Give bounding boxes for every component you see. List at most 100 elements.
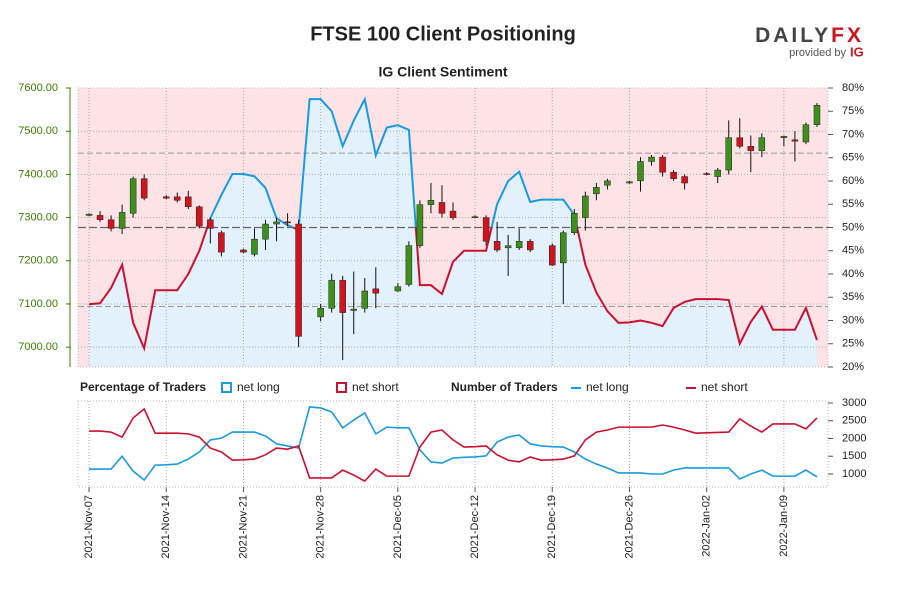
- x-tick-label: 2021-Nov-21: [237, 495, 249, 559]
- y-tick-label: 1000: [842, 468, 866, 480]
- candle-body: [174, 196, 181, 201]
- candle-body: [405, 245, 413, 285]
- candle-body: [802, 124, 810, 143]
- candle-body: [736, 137, 744, 147]
- y-tick-label: 7600.00: [18, 82, 58, 94]
- candle-body: [560, 232, 567, 264]
- y2-tick-label: 35%: [842, 291, 864, 303]
- legend-label: net short: [352, 380, 399, 394]
- candle-body: [747, 146, 755, 151]
- provided-by: provided by: [789, 47, 846, 59]
- chart-subtitle: IG Client Sentiment: [378, 64, 507, 80]
- lower-frame: [77, 400, 829, 488]
- candle-body: [328, 279, 335, 309]
- candle-body: [582, 195, 589, 218]
- legend-title: Number of Traders: [451, 380, 558, 394]
- candle-body: [626, 181, 633, 184]
- legend-swatch: [221, 382, 232, 393]
- candle-body: [780, 136, 788, 138]
- candle-body: [438, 202, 446, 214]
- y2-tick-label: 25%: [842, 338, 864, 350]
- candle-body: [703, 173, 710, 175]
- candle-body: [449, 210, 457, 218]
- candle-body: [273, 221, 280, 225]
- y-tick-label: 7200.00: [18, 255, 58, 267]
- chart-title: FTSE 100 Client Positioning: [310, 23, 576, 45]
- legend-label: net long: [586, 380, 629, 394]
- candle-body: [394, 286, 402, 292]
- candle-body: [637, 161, 644, 182]
- candle-body: [648, 156, 655, 162]
- candle-body: [427, 200, 435, 205]
- candle-body: [85, 213, 93, 216]
- candle-body: [185, 196, 192, 208]
- candle-body: [295, 223, 302, 337]
- candle-body: [251, 238, 258, 255]
- candle-body: [372, 288, 380, 294]
- candle-body: [714, 169, 721, 177]
- x-tick-label: 2022-Jan-09: [778, 495, 790, 557]
- candle-body: [162, 196, 170, 199]
- x-tick-label: 2021-Dec-05: [392, 495, 404, 559]
- x-tick-label: 2021-Dec-19: [546, 495, 558, 559]
- legend-label: net short: [701, 380, 748, 394]
- candle-body: [240, 249, 247, 253]
- candle-body: [593, 187, 600, 195]
- y2-tick-label: 55%: [842, 198, 864, 210]
- x-tick-label: 2021-Dec-12: [469, 495, 481, 559]
- y-tick-label: 7000.00: [18, 341, 58, 353]
- candle-body: [416, 204, 424, 246]
- x-tick-label: 2021-Nov-14: [160, 495, 172, 559]
- x-tick-label: 2021-Nov-07: [83, 495, 95, 559]
- candle-body: [361, 290, 369, 309]
- candle-body: [262, 223, 269, 240]
- candle-body: [129, 178, 137, 214]
- y2-tick-label: 80%: [842, 82, 864, 94]
- candle-body: [482, 217, 490, 242]
- candle-body: [493, 241, 501, 251]
- candle-body: [725, 137, 732, 171]
- y-tick-label: 7300.00: [18, 211, 58, 223]
- y-tick-label: 2000: [842, 432, 866, 444]
- candle-body: [196, 206, 203, 227]
- y2-tick-label: 30%: [842, 314, 864, 326]
- legend-title: Percentage of Traders: [80, 380, 206, 394]
- legend-swatch: [336, 382, 347, 393]
- candle-body: [118, 212, 126, 229]
- candle-body: [107, 219, 115, 229]
- candle-body: [604, 180, 611, 186]
- y-tick-label: 7500.00: [18, 125, 58, 137]
- legend-label: net long: [237, 380, 280, 394]
- candle-body: [813, 105, 821, 125]
- x-tick-label: 2021-Nov-28: [315, 495, 327, 559]
- logo-left: DAILY: [755, 24, 831, 47]
- y2-tick-label: 50%: [842, 221, 864, 233]
- candle-body: [284, 221, 291, 224]
- candle-body: [571, 212, 578, 233]
- candle-body: [96, 215, 104, 220]
- trader-line: [89, 407, 818, 483]
- y2-tick-label: 70%: [842, 128, 864, 140]
- logo: DAILYFX: [755, 24, 864, 47]
- candle-body: [670, 171, 677, 179]
- candle-body: [339, 279, 346, 313]
- logo-right: FX: [831, 24, 864, 47]
- candle-body: [791, 139, 799, 142]
- y2-tick-label: 20%: [842, 361, 864, 373]
- y2-tick-label: 65%: [842, 152, 864, 164]
- candle-body: [526, 241, 534, 251]
- sentiment-line-short: [88, 227, 818, 352]
- trader-line: [89, 406, 818, 482]
- net-long-area: [89, 99, 817, 367]
- y2-tick-label: 40%: [842, 268, 864, 280]
- y2-tick-label: 45%: [842, 245, 864, 257]
- y-tick-label: 3000: [842, 397, 866, 409]
- ig-logo: IG: [850, 44, 864, 59]
- candle-body: [350, 308, 357, 311]
- x-tick-label: 2021-Dec-26: [623, 495, 635, 559]
- plot-frame: [77, 87, 829, 368]
- y-tick-label: 2500: [842, 415, 866, 427]
- candle-body: [659, 156, 666, 173]
- candle-body: [504, 245, 512, 249]
